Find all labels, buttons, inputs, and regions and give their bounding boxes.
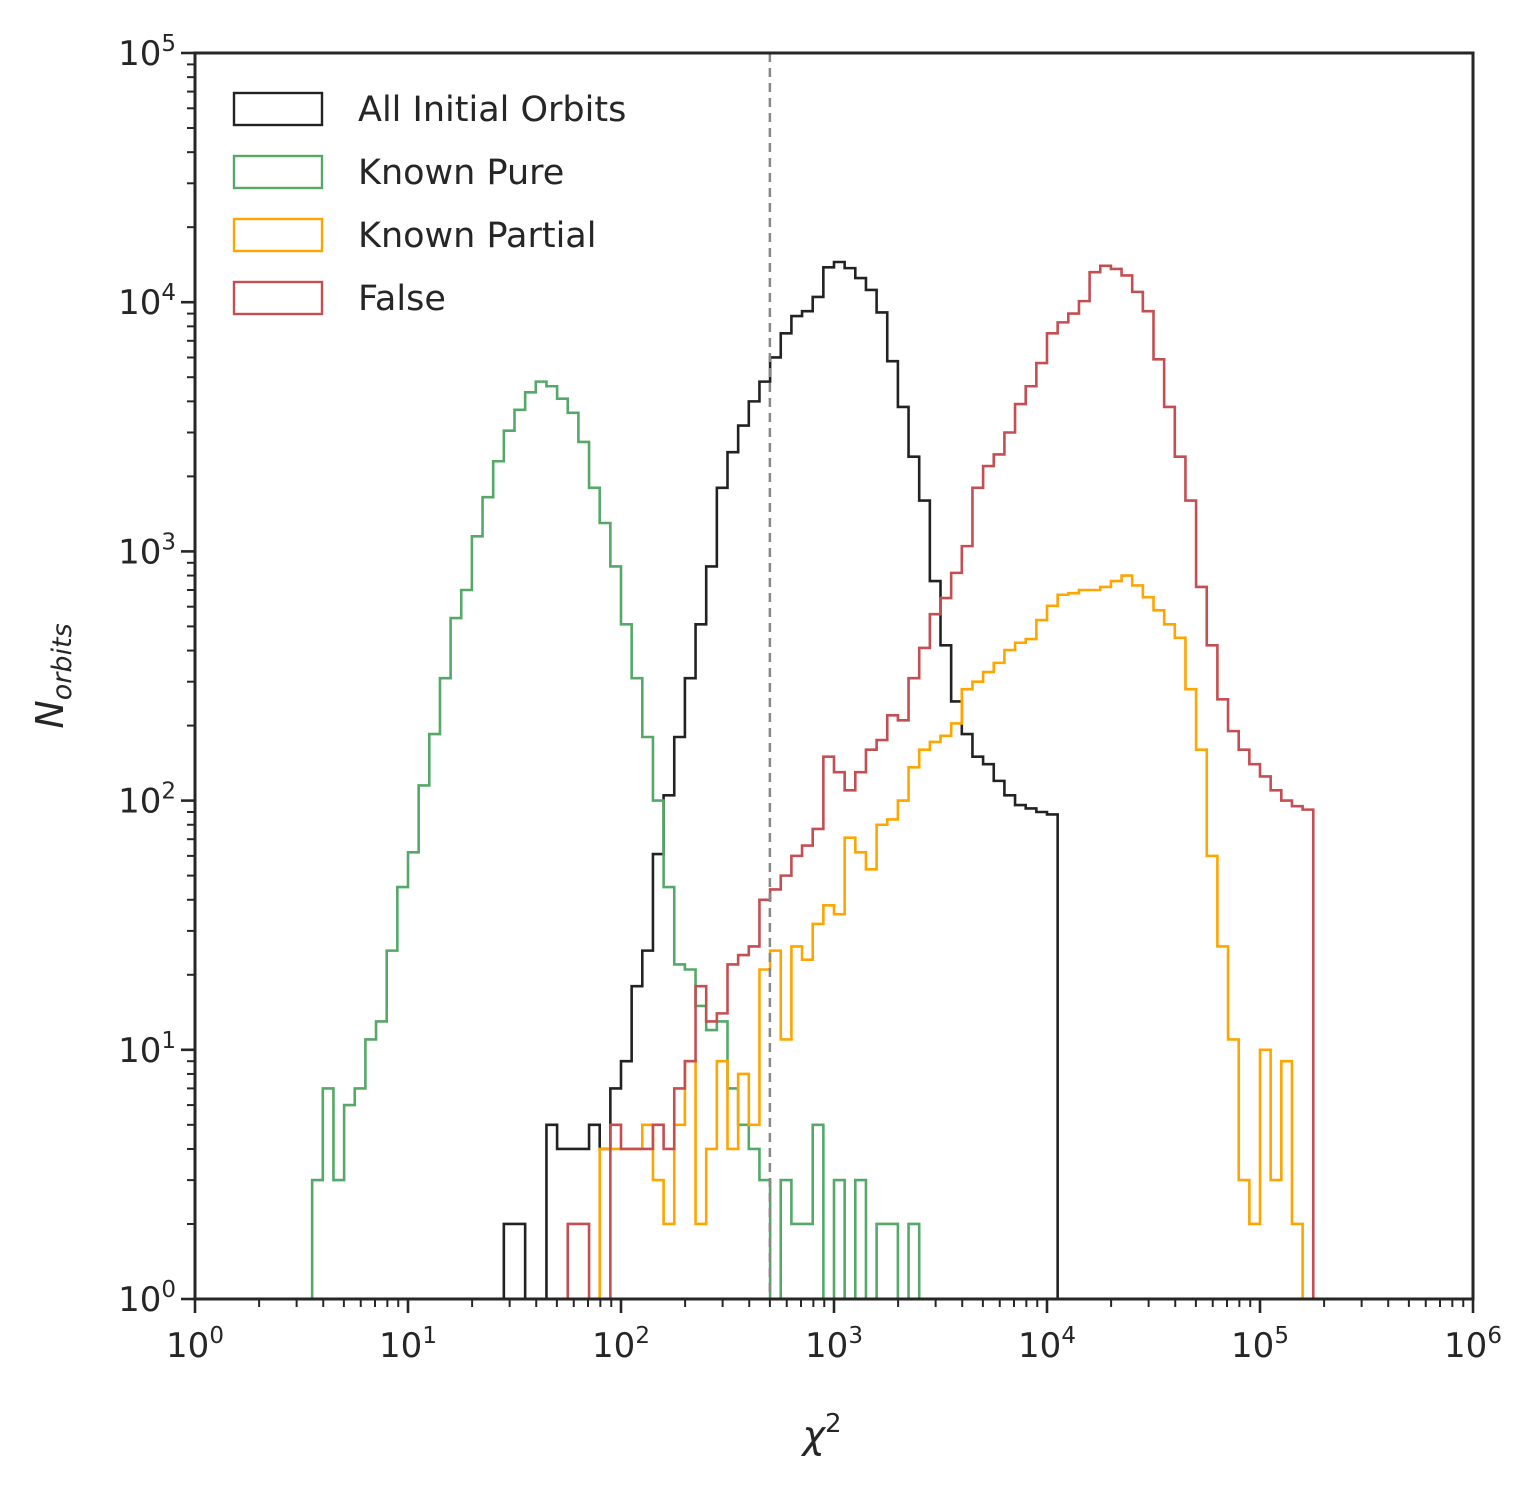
legend-swatch: [232, 91, 324, 127]
legend-swatch: [232, 217, 324, 253]
y-tick-label: 101: [118, 1028, 176, 1071]
tick-layer: 100 101 102 103 104 105 106 100 101 102 103 104 105: [118, 31, 1502, 1366]
y-tick-label: 105: [118, 31, 176, 74]
y-tick-label: 103: [118, 529, 176, 572]
x-tick-label: 105: [1231, 1323, 1289, 1366]
legend-label: Known Pure: [358, 153, 564, 193]
y-tick-label: 104: [118, 280, 176, 323]
y-tick-label: 100: [118, 1277, 176, 1320]
x-tick-label: 106: [1444, 1323, 1502, 1366]
y-axis-label: Norbits: [28, 623, 78, 728]
x-axis-label: χ2: [800, 1409, 841, 1457]
x-tick-label: 102: [592, 1323, 650, 1366]
legend-swatch: [232, 280, 324, 316]
x-tick-label: 100: [166, 1323, 224, 1366]
legend-label: False: [358, 279, 446, 319]
legend: All Initial Orbits Known Pure Known Partia…: [232, 90, 626, 319]
x-tick-label: 104: [1018, 1323, 1076, 1366]
y-tick-label: 102: [118, 779, 176, 822]
legend-label: All Initial Orbits: [358, 90, 626, 130]
legend-label: Known Partial: [358, 216, 596, 256]
legend-swatch: [232, 154, 324, 190]
x-tick-label: 103: [805, 1323, 863, 1366]
plot-frame: [193, 51, 1475, 1301]
x-tick-label: 101: [379, 1323, 437, 1366]
